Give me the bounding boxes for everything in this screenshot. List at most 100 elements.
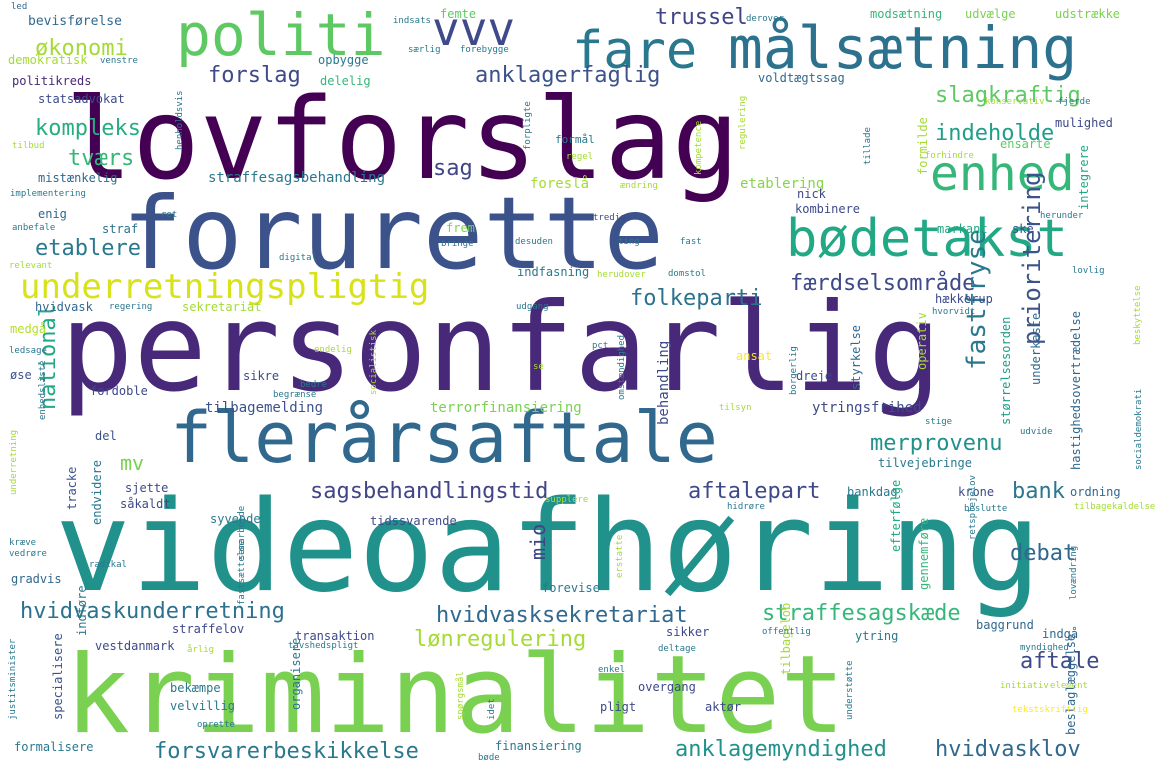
word-133: tilbud xyxy=(12,141,45,151)
word-184: lovændring xyxy=(1069,546,1079,600)
word-132: fjerde xyxy=(1058,97,1091,107)
word-153: lovlig xyxy=(1072,266,1105,276)
word-68: markant xyxy=(937,222,988,236)
word-134: formål xyxy=(555,133,595,146)
word-186: årlig xyxy=(187,644,214,655)
word-143: anbefale xyxy=(12,223,55,233)
word-116: formalisere xyxy=(14,740,93,754)
word-10: enhed xyxy=(930,146,1075,202)
word-54: udstrække xyxy=(1055,7,1120,21)
word-23: færdselsområde xyxy=(790,270,975,296)
word-146: ting xyxy=(618,237,640,247)
word-58: voldtægtssag xyxy=(758,71,845,85)
word-33: aftale xyxy=(1020,649,1099,674)
word-149: relevant xyxy=(9,261,52,271)
word-112: indføre xyxy=(75,585,89,636)
word-108: bekæmpe xyxy=(170,681,221,695)
word-167: tilsyn xyxy=(719,403,752,413)
word-34: hvidvaskunderretning xyxy=(20,599,285,624)
word-182: erstatte xyxy=(615,535,625,578)
word-64: ensarte xyxy=(1000,137,1051,151)
word-17: slagkraftig xyxy=(935,83,1081,108)
word-96: tilvejebringe xyxy=(878,456,972,470)
word-121: beslaglæggelse xyxy=(1064,634,1078,735)
word-123: indsats xyxy=(393,16,431,26)
word-11: bødetakst xyxy=(786,209,1068,269)
word-88: tracke xyxy=(65,467,79,510)
word-45: etablering xyxy=(740,176,824,192)
word-140: ændring xyxy=(620,181,658,191)
word-77: medgå xyxy=(10,322,46,336)
word-40: hvidvasklov xyxy=(935,737,1081,762)
word-169: udvide xyxy=(1020,427,1053,437)
word-1: forurette xyxy=(122,175,664,292)
word-189: offentlig xyxy=(762,627,811,637)
word-173: samarbejde xyxy=(237,506,247,560)
word-92: tidssvarende xyxy=(370,514,457,528)
word-106: indgå xyxy=(1042,627,1078,641)
word-27: merprovenu xyxy=(870,431,1002,456)
word-51: femte xyxy=(440,7,476,21)
word-131: konservativ xyxy=(985,97,1045,107)
word-187: tavshedspligt xyxy=(288,641,358,651)
word-145: desuden xyxy=(515,237,553,247)
word-61: mistænkelig xyxy=(38,171,117,185)
word-193: spørgsmål xyxy=(455,671,466,720)
word-30: national xyxy=(36,304,61,410)
word-124: derover xyxy=(746,14,785,24)
word-41: mio xyxy=(526,524,550,560)
word-35: hvidvasksekretariat xyxy=(436,603,688,628)
word-158: endelig xyxy=(314,345,352,355)
word-48: ytringsfrihed xyxy=(812,400,922,416)
word-102: vestdanmark xyxy=(95,639,175,653)
word-59: politikreds xyxy=(12,74,91,88)
word-86: fordoble xyxy=(90,384,148,398)
word-141: ret xyxy=(161,210,177,220)
word-49: behandling xyxy=(656,341,672,425)
word-99: gradvis xyxy=(11,572,62,586)
word-90: endvidere xyxy=(90,460,104,525)
word-117: finansiering xyxy=(495,739,582,753)
word-163: enhedsliste xyxy=(38,360,48,420)
word-32: debat xyxy=(1010,541,1076,566)
word-19: indeholde xyxy=(935,121,1054,146)
word-16: anklagerfaglig xyxy=(475,63,660,88)
word-136: kompetence xyxy=(694,121,704,175)
word-67: kombinere xyxy=(795,202,860,216)
word-7: politi xyxy=(176,1,386,69)
word-147: fast xyxy=(680,237,702,247)
word-25: prioritering xyxy=(1018,172,1046,345)
word-2: personfarlig xyxy=(60,277,941,419)
word-181: tilbagekaldelse xyxy=(1074,502,1155,512)
word-107: baggrund xyxy=(976,618,1034,632)
word-9: vvv xyxy=(432,2,515,56)
word-174: kræve xyxy=(9,538,36,548)
word-13: økonomi xyxy=(35,36,128,61)
word-183: retsplejelov xyxy=(968,475,978,540)
word-39: anklagemyndighed xyxy=(675,737,887,762)
word-94: krone xyxy=(958,485,994,499)
word-159: pct xyxy=(592,341,608,351)
word-81: styrkelse xyxy=(849,325,863,390)
word-22: etablere xyxy=(35,236,141,261)
word-100: forevise xyxy=(542,581,600,595)
word-118: tilbagelob xyxy=(779,603,793,675)
word-95: ordning xyxy=(1070,485,1121,499)
word-156: hvorvidt xyxy=(932,307,975,317)
word-120: gennemføre xyxy=(917,518,931,590)
word-101: straffelov xyxy=(172,622,244,636)
word-171: beskyttelse xyxy=(1133,285,1143,345)
word-71: enig xyxy=(38,207,67,221)
word-24: folkeparti xyxy=(630,286,762,311)
word-152: domstol xyxy=(668,269,706,279)
word-126: forebygge xyxy=(460,45,509,55)
word-162: bedre xyxy=(300,380,327,390)
word-197: oprette xyxy=(197,720,235,730)
word-98: såkaldt xyxy=(120,497,171,511)
word-63: formilde xyxy=(916,117,930,175)
word-42: mv xyxy=(120,451,144,475)
word-91: syvende xyxy=(210,512,261,526)
word-56: opbygge xyxy=(318,53,369,67)
word-14: trussel xyxy=(655,5,748,30)
word-76: hækkerup xyxy=(935,292,993,306)
